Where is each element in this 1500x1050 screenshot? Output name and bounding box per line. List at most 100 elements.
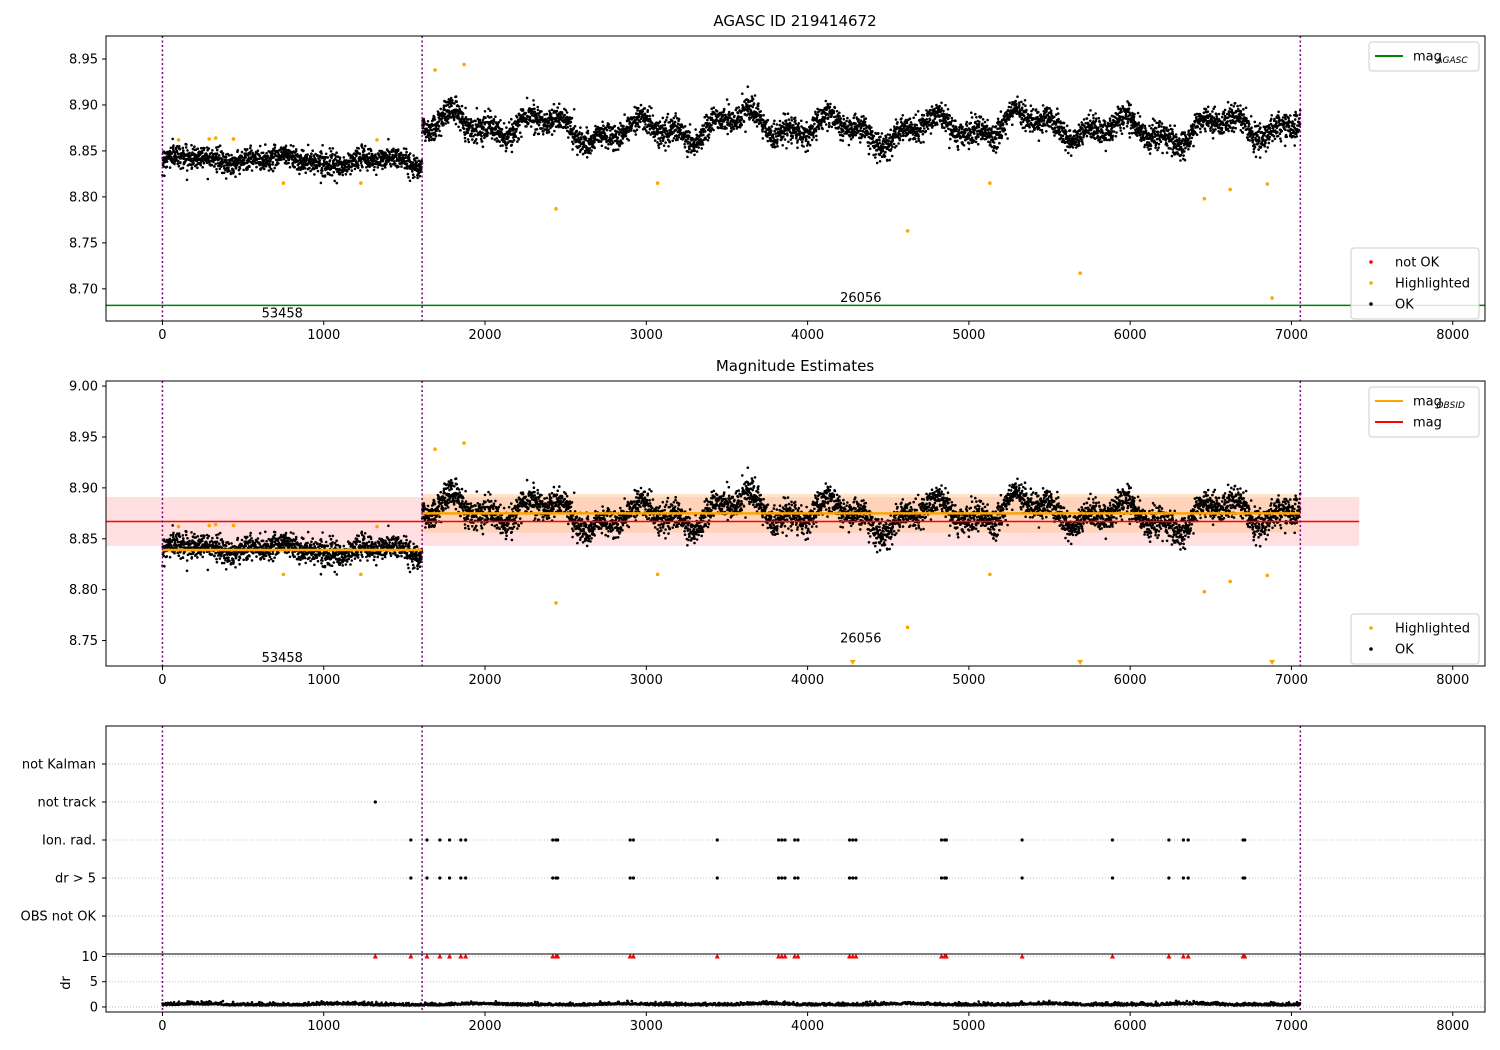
ok-point — [368, 165, 371, 168]
ok-point — [215, 168, 218, 171]
ok-point — [193, 145, 196, 148]
ok-point — [724, 113, 727, 117]
ok-point — [483, 122, 487, 126]
ok-point — [511, 123, 514, 126]
ok-point — [454, 112, 457, 116]
ok-point — [991, 136, 994, 139]
ok-point — [732, 127, 736, 131]
ok-point — [271, 161, 275, 164]
ok-point — [530, 114, 534, 117]
ok-point — [770, 129, 773, 133]
ok-point — [828, 124, 831, 127]
ok-point — [744, 130, 747, 133]
ok-point — [460, 104, 464, 108]
ok-point — [433, 137, 437, 141]
ok-point — [888, 158, 891, 162]
ok-point — [627, 139, 631, 142]
ok-point — [357, 147, 361, 150]
ok-point — [467, 118, 471, 121]
ok-point — [752, 118, 755, 122]
ok-point — [933, 107, 936, 111]
ok-point — [998, 130, 1002, 134]
ok-point — [833, 106, 837, 110]
ok-point — [1094, 125, 1098, 128]
ok-point — [1103, 138, 1106, 142]
ok-point — [636, 109, 639, 112]
ok-point — [721, 125, 724, 128]
ok-point — [170, 156, 173, 160]
ok-point — [289, 144, 293, 147]
ok-point — [989, 141, 992, 144]
ok-point — [1031, 108, 1035, 111]
ok-point — [812, 136, 815, 139]
ok-point — [364, 159, 368, 162]
ok-point — [344, 172, 348, 176]
ok-point — [875, 161, 879, 165]
ok-point — [1058, 130, 1062, 134]
ok-point — [1052, 130, 1055, 134]
ok-point — [1050, 112, 1053, 116]
ok-point — [476, 117, 480, 121]
ok-point — [1085, 134, 1089, 138]
ok-point — [228, 160, 232, 163]
ok-point — [862, 115, 865, 118]
ok-point — [331, 166, 334, 169]
ok-point — [661, 116, 665, 120]
ok-point — [376, 166, 380, 169]
ok-point — [938, 104, 941, 108]
ok-point — [737, 117, 740, 121]
ok-point — [587, 149, 591, 153]
ok-point — [223, 164, 226, 167]
ok-point — [1100, 129, 1104, 132]
ok-point — [969, 133, 972, 137]
ok-point — [547, 130, 551, 134]
ok-point — [217, 154, 221, 157]
ok-point — [935, 103, 938, 107]
ok-point — [1082, 118, 1086, 121]
ok-point — [930, 113, 933, 116]
ok-point — [315, 166, 319, 170]
ok-point — [608, 140, 612, 144]
ok-point — [996, 117, 1000, 121]
ok-point — [450, 104, 453, 108]
ok-point — [392, 160, 396, 163]
ok-point — [688, 123, 692, 126]
ok-point — [648, 117, 652, 121]
ok-point — [879, 135, 882, 139]
ok-point — [930, 121, 934, 125]
ok-point — [324, 168, 327, 172]
ok-point — [1023, 99, 1027, 102]
ok-point — [941, 126, 944, 129]
ok-point — [711, 119, 715, 122]
ok-point — [755, 112, 759, 115]
ok-point — [461, 112, 465, 116]
ok-point — [545, 128, 548, 132]
ok-point — [878, 138, 881, 142]
ok-point — [883, 145, 887, 149]
ok-point — [648, 114, 651, 118]
ok-point — [412, 154, 415, 157]
ok-point — [244, 156, 247, 159]
ok-point — [686, 140, 689, 143]
ok-point — [494, 115, 497, 118]
ok-point — [547, 120, 551, 124]
ok-point — [890, 143, 893, 147]
ok-point — [749, 104, 753, 107]
ok-point — [441, 121, 445, 125]
ok-point — [1023, 116, 1027, 120]
ok-point — [480, 123, 483, 126]
ok-point — [726, 132, 729, 136]
ok-point — [518, 120, 521, 123]
ok-point — [701, 143, 705, 146]
ok-point — [810, 138, 814, 142]
ok-point — [458, 107, 462, 111]
ok-point — [673, 120, 677, 124]
ok-point — [1096, 131, 1099, 135]
ok-point — [921, 129, 925, 133]
ok-point — [422, 117, 426, 121]
ok-point — [1069, 154, 1073, 157]
ok-point — [567, 136, 570, 139]
ok-point — [746, 85, 750, 88]
ok-point — [590, 149, 593, 152]
ok-point — [755, 125, 759, 128]
